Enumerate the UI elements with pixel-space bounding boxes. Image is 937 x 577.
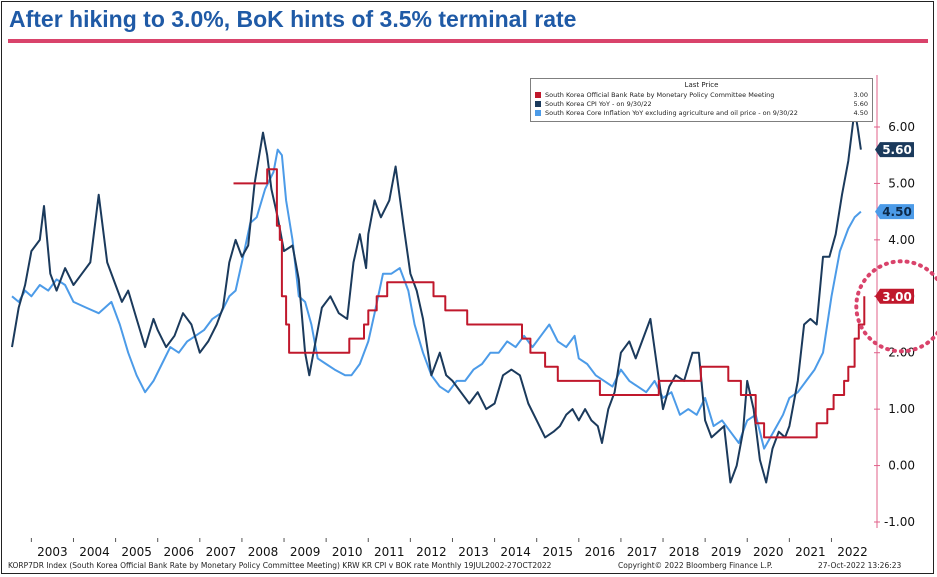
legend-swatch-rate [535, 91, 541, 98]
x-tick-label: 2005 [121, 545, 152, 559]
x-tick-label: 2015 [542, 545, 573, 559]
series-layer [11, 109, 866, 484]
footer-copyright: Copyright© 2022 Bloomberg Finance L.P. [618, 561, 773, 570]
x-axis-ticks: 2003 2004 2005 2006 2007 2008 2009 2010 2011 2012… [30, 538, 868, 559]
series-line-cpi [11, 109, 862, 484]
x-tick-label: 2009 [290, 545, 321, 559]
legend-swatch-cpi [535, 100, 541, 107]
chart-title: After hiking to 3.0%, BoK hints of 3.5% … [9, 6, 577, 32]
y-axis-ticks: 6.005.004.003.002.001.000.00-1.00 [874, 120, 915, 529]
legend-header: Last Price [684, 81, 719, 89]
y-tick-label: 4.00 [888, 233, 915, 247]
y-tick-label: 1.00 [888, 402, 915, 416]
chart-legend: Last Price South Korea Official Bank Rat… [530, 78, 873, 122]
title-underline [8, 39, 928, 43]
x-tick-label: 2014 [500, 545, 531, 559]
legend-item-rate: South Korea Official Bank Rate by Moneta… [535, 90, 868, 99]
y-tick-label: 0.00 [888, 459, 915, 473]
last-value-tag-rate [875, 288, 914, 304]
annotation-layer [854, 259, 937, 354]
y-tick-label: 6.00 [888, 120, 915, 134]
legend-swatch-core [535, 109, 541, 116]
x-tick-label: 2016 [585, 545, 616, 559]
series-line-rate [233, 168, 866, 439]
x-tick-label: 2018 [669, 545, 700, 559]
x-tick-label: 2004 [79, 545, 110, 559]
last-value-text-core: 4.50 [882, 205, 912, 219]
last-value-text-rate: 3.00 [882, 290, 912, 304]
series-line-core [11, 148, 862, 450]
x-tick-label: 2013 [458, 545, 489, 559]
y-tick-label: -1.00 [884, 515, 915, 529]
footer-timestamp: 27-Oct-2022 13:26:23 [818, 561, 902, 570]
dotted-circle-annotation [854, 259, 937, 354]
x-tick-label: 2011 [374, 545, 405, 559]
last-value-labels: 5.60 4.50 3.00 [875, 142, 914, 304]
legend-value: 3.00 [853, 90, 868, 99]
x-tick-label: 2022 [837, 545, 868, 559]
x-tick-label: 2008 [248, 545, 279, 559]
legend-label: South Korea Official Bank Rate by Moneta… [545, 90, 775, 99]
x-tick-label: 2021 [795, 545, 826, 559]
last-value-tag-core [875, 204, 914, 220]
last-value-text-cpi: 5.60 [882, 143, 912, 157]
x-tick-label: 2017 [627, 545, 658, 559]
legend-value: 5.60 [853, 99, 868, 108]
x-tick-label: 2012 [416, 545, 447, 559]
last-value-tag-cpi [875, 142, 914, 158]
x-tick-label: 2019 [711, 545, 742, 559]
x-tick-label: 2003 [37, 545, 68, 559]
footer-description: KORP7DR Index (South Korea Official Bank… [8, 561, 552, 570]
x-tick-label: 2010 [332, 545, 363, 559]
legend-label: South Korea CPI YoY - on 9/30/22 [545, 99, 652, 108]
legend-value: 4.50 [853, 108, 868, 117]
legend-item-core: South Korea Core Inflation YoY excluding… [535, 108, 868, 117]
legend-label: South Korea Core Inflation YoY excluding… [545, 108, 798, 117]
x-tick-label: 2007 [206, 545, 237, 559]
legend-item-cpi: South Korea CPI YoY - on 9/30/22 5.60 [535, 99, 868, 108]
x-tick-label: 2020 [753, 545, 784, 559]
y-tick-label: 5.00 [888, 176, 915, 190]
x-tick-label: 2006 [163, 545, 194, 559]
